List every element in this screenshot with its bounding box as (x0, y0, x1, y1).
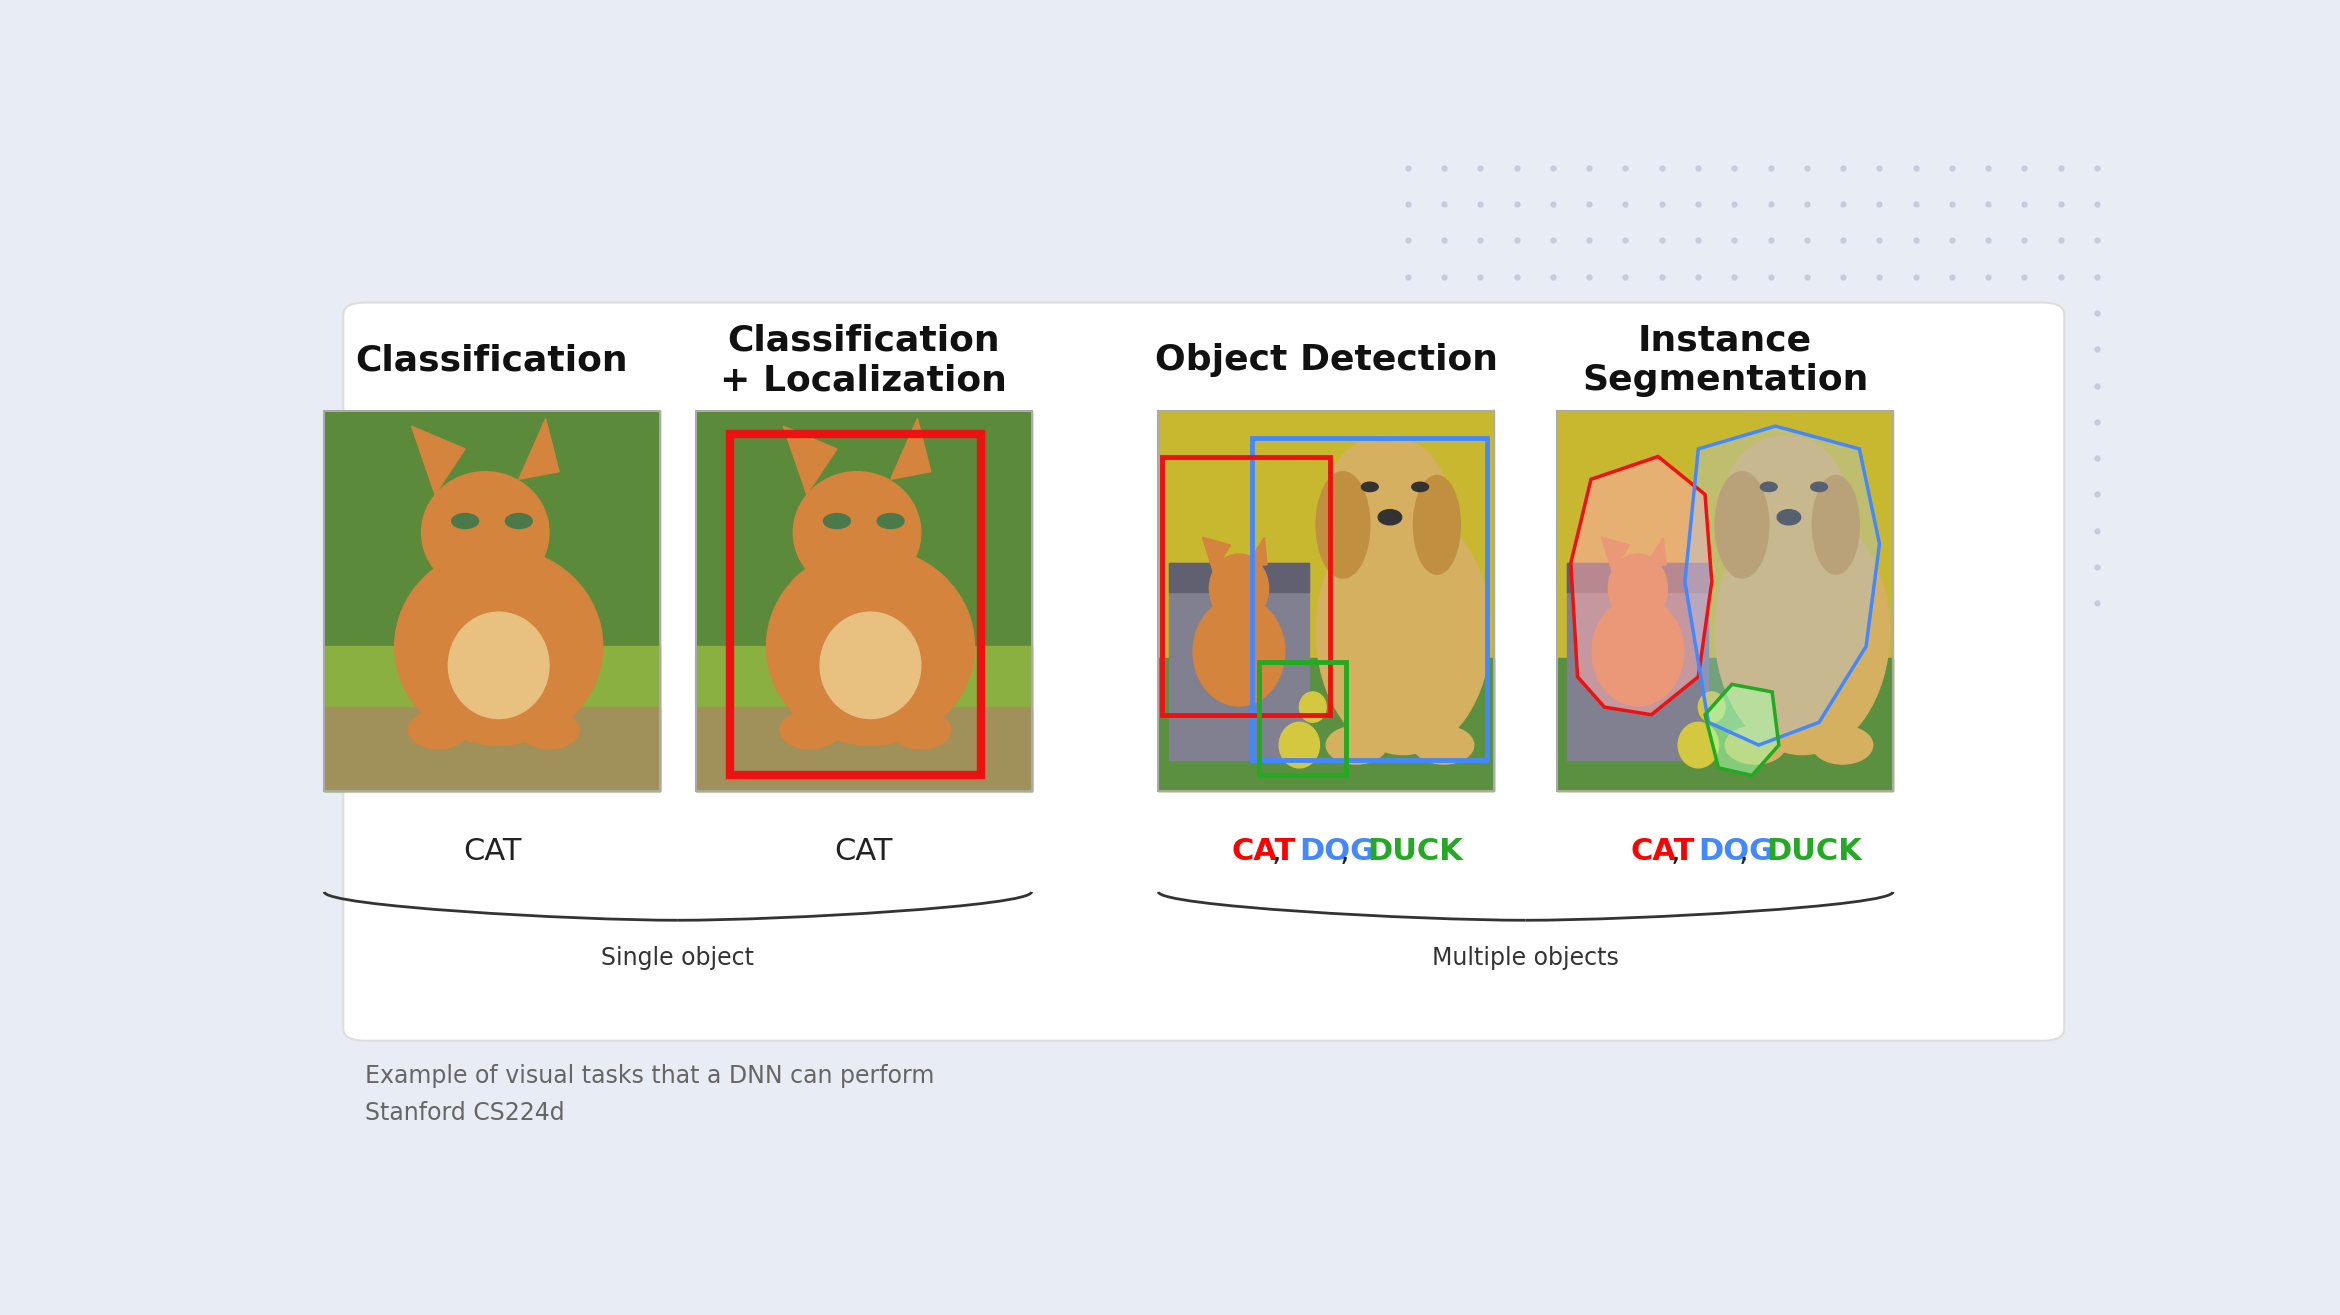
Ellipse shape (1315, 472, 1369, 579)
Bar (1558, 658, 1893, 790)
Bar (1158, 658, 1493, 790)
Ellipse shape (1280, 722, 1320, 768)
Bar (1568, 563, 1708, 760)
Circle shape (505, 514, 531, 529)
Circle shape (452, 514, 480, 529)
Bar (325, 647, 660, 790)
Text: ,: , (1671, 836, 1689, 865)
Bar (1168, 563, 1310, 593)
Polygon shape (892, 418, 931, 479)
Circle shape (878, 514, 903, 529)
Polygon shape (1245, 537, 1268, 567)
Ellipse shape (1814, 726, 1872, 764)
Bar (1161, 456, 1329, 715)
Polygon shape (1706, 684, 1778, 776)
Ellipse shape (1413, 476, 1460, 575)
Text: ,: , (1739, 836, 1757, 865)
Text: CAT: CAT (835, 836, 894, 865)
Polygon shape (784, 426, 838, 494)
Text: Classification: Classification (356, 343, 629, 377)
Circle shape (1411, 483, 1427, 492)
Ellipse shape (1699, 692, 1725, 722)
Text: CAT: CAT (1631, 836, 1694, 865)
Text: Single object: Single object (601, 945, 753, 969)
Ellipse shape (1814, 476, 1860, 575)
Ellipse shape (1608, 554, 1668, 623)
Ellipse shape (519, 711, 580, 748)
Text: Example of visual tasks that a DNN can perform
Stanford CS224d: Example of visual tasks that a DNN can p… (365, 1064, 934, 1126)
Circle shape (1811, 483, 1828, 492)
Text: ,: , (1273, 836, 1292, 865)
Text: CAT: CAT (1231, 836, 1296, 865)
Ellipse shape (1210, 554, 1268, 623)
Ellipse shape (407, 711, 468, 748)
Polygon shape (1601, 537, 1629, 573)
Text: Classification
+ Localization: Classification + Localization (721, 323, 1006, 397)
Text: DOG: DOG (1299, 836, 1376, 865)
Text: ,: , (1341, 836, 1360, 865)
Ellipse shape (768, 547, 973, 746)
Circle shape (824, 514, 849, 529)
Text: DUCK: DUCK (1367, 836, 1462, 865)
Ellipse shape (1378, 510, 1402, 525)
Polygon shape (412, 426, 466, 494)
Bar (695, 707, 1032, 790)
Ellipse shape (819, 613, 920, 718)
Ellipse shape (1315, 508, 1491, 755)
Ellipse shape (421, 472, 550, 593)
Bar (695, 647, 1032, 790)
Bar (1168, 563, 1310, 760)
Ellipse shape (1193, 597, 1285, 706)
Ellipse shape (1413, 726, 1474, 764)
Bar (1259, 661, 1346, 776)
Polygon shape (1685, 426, 1879, 746)
Bar (325, 410, 660, 790)
Ellipse shape (892, 711, 950, 748)
Text: Multiple objects: Multiple objects (1432, 945, 1619, 969)
Ellipse shape (1725, 435, 1846, 562)
Text: DOG: DOG (1699, 836, 1774, 865)
Ellipse shape (779, 711, 840, 748)
Bar (730, 434, 980, 776)
Circle shape (1760, 483, 1776, 492)
Ellipse shape (1776, 510, 1802, 525)
Bar (1158, 410, 1493, 790)
Bar (1252, 438, 1488, 760)
FancyBboxPatch shape (344, 302, 2064, 1040)
Ellipse shape (1327, 726, 1388, 764)
Text: Object Detection: Object Detection (1154, 343, 1498, 377)
Ellipse shape (793, 472, 920, 593)
Polygon shape (1645, 537, 1666, 567)
Ellipse shape (1299, 692, 1327, 722)
Text: DUCK: DUCK (1767, 836, 1863, 865)
Ellipse shape (1327, 435, 1446, 562)
Bar (1568, 563, 1708, 593)
Ellipse shape (1725, 726, 1785, 764)
Ellipse shape (1715, 508, 1891, 755)
Bar (325, 707, 660, 790)
Polygon shape (519, 418, 559, 479)
Polygon shape (1570, 456, 1713, 715)
Ellipse shape (1678, 722, 1718, 768)
Text: Instance
Segmentation: Instance Segmentation (1582, 323, 1867, 397)
Ellipse shape (395, 547, 604, 746)
Ellipse shape (449, 613, 550, 718)
Bar (325, 410, 660, 790)
Polygon shape (1203, 537, 1231, 573)
Ellipse shape (1591, 597, 1685, 706)
Bar (695, 410, 1032, 790)
Bar (1158, 410, 1493, 790)
Circle shape (1362, 483, 1378, 492)
Ellipse shape (1715, 472, 1769, 579)
Bar (1558, 410, 1893, 790)
Bar (1558, 410, 1893, 790)
Bar (695, 410, 1032, 790)
Text: CAT: CAT (463, 836, 522, 865)
